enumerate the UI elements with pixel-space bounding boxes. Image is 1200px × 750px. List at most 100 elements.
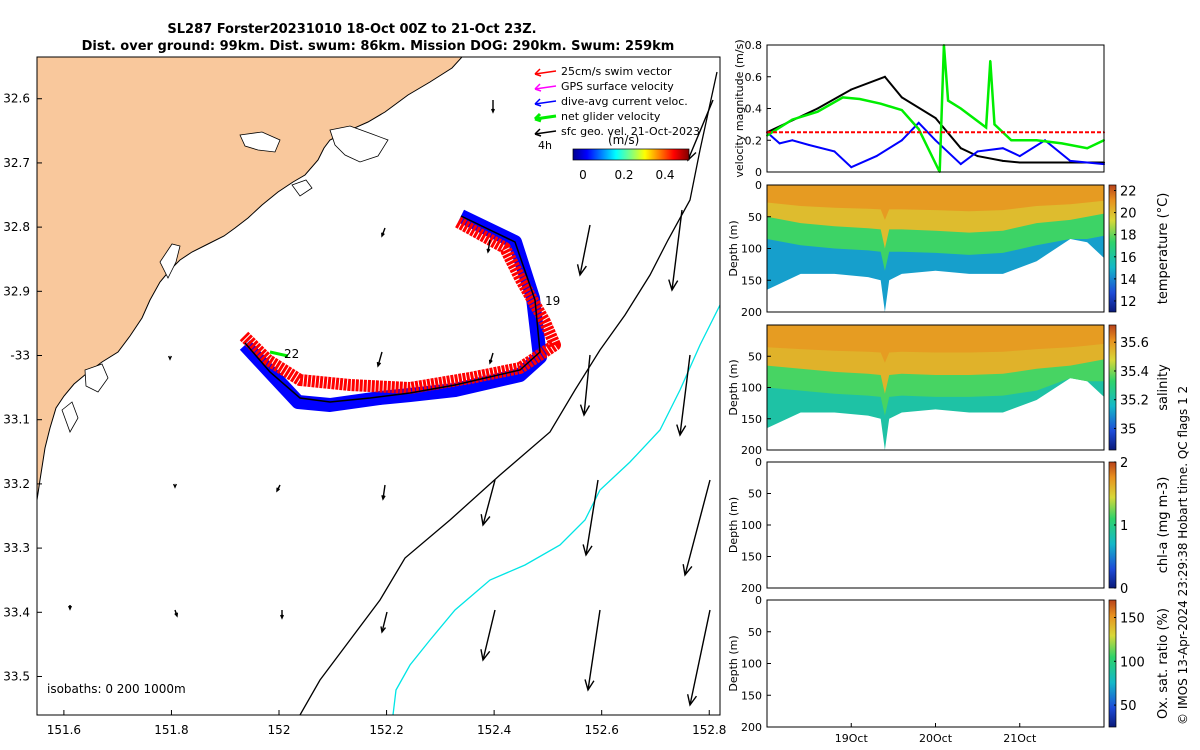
ytick-label: 200: [741, 306, 762, 319]
velocity-point: [976, 155, 979, 158]
map-ytick-label: 33.1: [3, 413, 30, 427]
lake-1: [239, 131, 281, 153]
glider-track: [239, 209, 561, 412]
velocity-point: [858, 97, 861, 100]
speed-colorbar: [572, 148, 690, 161]
panel-ylabel: Depth (m): [727, 635, 740, 691]
xtick-label: 19Oct: [835, 732, 869, 745]
legend-label: 25cm/s swim vector: [561, 65, 672, 78]
velocity-point: [976, 150, 979, 153]
ytick-label: 200: [741, 721, 762, 734]
velocity-point: [989, 59, 992, 62]
title-line-2: Dist. over ground: 99km. Dist. swum: 86k…: [82, 39, 675, 54]
geo-velocity-arrow: [280, 610, 284, 620]
map-xtick-label: 151.8: [154, 723, 188, 737]
xtick-label: 21Oct: [1003, 732, 1037, 745]
geo-velocity-arrow: [486, 239, 491, 254]
velocity-point: [917, 121, 920, 124]
velocity-point: [1001, 147, 1004, 150]
velocity-point: [959, 107, 962, 110]
map-legend: 25cm/s swim vector GPS surface velocity di…: [533, 65, 700, 182]
velocity-point: [1018, 161, 1021, 164]
lake-3: [291, 179, 313, 197]
ytick-label: 100: [741, 382, 762, 395]
xtick-label: 20Oct: [919, 732, 953, 745]
geo-velocity-arrow: [480, 479, 496, 527]
colorbar-tick-label: 20: [1120, 207, 1137, 222]
geo-velocity-arrow: [686, 609, 711, 707]
legend-swatch: [534, 85, 557, 90]
geo-velocity-arrow: [68, 605, 72, 611]
velocity-point: [841, 96, 844, 99]
velocity-point: [934, 117, 937, 120]
velocity-point: [1001, 159, 1004, 162]
isobath-label: isobaths: 0 200 1000m: [47, 682, 186, 696]
map-ytick-label: -33: [10, 349, 30, 363]
panel-colorbar: [1108, 324, 1117, 451]
legend-arrowhead: [534, 98, 542, 107]
ytick-label: 100: [741, 519, 762, 532]
lake-4: [159, 243, 181, 279]
geo-velocity-arrow: [173, 483, 177, 489]
panel-ylabel: Depth (m): [727, 497, 740, 553]
map-ytick-label: 32.7: [3, 156, 30, 170]
ytick-label: 50: [748, 626, 762, 639]
colorbar-tick-label: 0.4: [655, 168, 674, 182]
velocity-point: [993, 123, 996, 126]
legend-label: dive-avg current veloc.: [561, 95, 688, 108]
map-panel: 19 22 151.6 151.8 152 152.2 152.4 152.6 152.8 …: [3, 56, 726, 737]
velocity-point: [816, 110, 819, 113]
ytick-label: 100: [741, 658, 762, 671]
velocity-point: [816, 107, 819, 110]
colorbar-tick-label: 22: [1120, 185, 1137, 200]
velocity-point: [791, 139, 794, 142]
map-frame: [36, 56, 721, 716]
ytick-label: 0: [755, 166, 762, 179]
map-x-ticks: 151.6 151.8 152 152.2 152.4 152.6 152.8: [47, 710, 726, 737]
lake-5: [84, 363, 109, 393]
geo-velocity-arrow: [682, 479, 711, 577]
ytick-label: 150: [741, 551, 762, 564]
map-ytick-label: 33.2: [3, 477, 30, 491]
velocity-point: [917, 128, 920, 131]
colorbar-tick-label: 16: [1120, 251, 1137, 266]
colorbar-tick-label: 0: [1120, 582, 1128, 597]
geo-velocity-arrow: [376, 351, 383, 368]
geo-velocity-arrow: [174, 609, 179, 618]
geo-velocity-arrow: [576, 224, 591, 277]
panel-4: 0 50 100 150 200 Depth (m) 0 1 2 chl-a (mg m-3): [727, 456, 1171, 597]
legend-label: net glider velocity: [561, 110, 661, 123]
legend-swatch: [534, 100, 557, 105]
velocity-point: [883, 75, 886, 78]
geo-velocity-arrow: [381, 484, 386, 501]
colorbar-tick-label: 35: [1120, 422, 1137, 437]
geo-velocity-arrow: [480, 609, 496, 662]
map-xtick-label: 152.8: [692, 723, 726, 737]
colorbar-tick-label: 2: [1120, 456, 1128, 471]
ytick-label: 0: [755, 456, 762, 469]
map-xtick-label: 152.6: [585, 723, 619, 737]
geo-velocity-arrow: [668, 209, 683, 292]
ytick-label: 150: [741, 274, 762, 287]
colorbar-tick-label: 18: [1120, 229, 1137, 244]
velocity-point: [1086, 147, 1089, 150]
velocity-point: [778, 142, 781, 145]
ytick-label: 50: [748, 350, 762, 363]
legend-swatch: [534, 70, 557, 75]
velocity-point: [791, 118, 794, 121]
speed-colorbar-ticks: 0 0.2 0.4: [579, 168, 674, 182]
colorbar-tick-label: 0: [579, 168, 587, 182]
velocity-series-line: [766, 121, 1105, 169]
velocity-point: [947, 99, 950, 102]
map-ytick-label: 33.5: [3, 669, 30, 683]
colorbar-label: temperature (°C): [1156, 193, 1171, 305]
colorbar-label: salinity: [1156, 364, 1171, 411]
legend-scale-label: 4h: [538, 139, 552, 152]
colorbar-tick-label: 35.2: [1120, 394, 1149, 409]
map-ytick-label: 33.3: [3, 541, 30, 555]
panel-frame: [766, 599, 1105, 728]
panel-frame: [766, 324, 1105, 451]
geo-velocity-arrows: [68, 99, 714, 707]
